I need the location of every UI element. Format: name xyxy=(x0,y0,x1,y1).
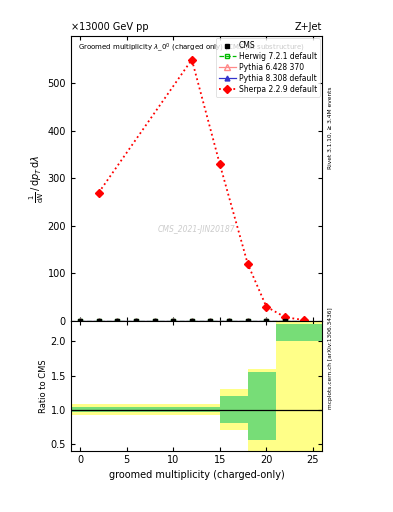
Pythia 8.308 default xyxy=(171,318,176,324)
Pythia 6.428 370 xyxy=(208,318,213,324)
Pythia 6.428 370 xyxy=(115,318,120,324)
Text: Groomed multiplicity $\lambda\_0^0$ (charged only) (CMS jet substructure): Groomed multiplicity $\lambda\_0^0$ (cha… xyxy=(78,41,305,54)
CMS xyxy=(208,318,213,324)
Line: Sherpa 2.2.9 default: Sherpa 2.2.9 default xyxy=(96,57,307,323)
Sherpa 2.2.9 default xyxy=(245,261,250,267)
Sherpa 2.2.9 default xyxy=(264,304,269,310)
Text: Rivet 3.1.10, ≥ 3.4M events: Rivet 3.1.10, ≥ 3.4M events xyxy=(328,87,333,169)
Pythia 8.308 default xyxy=(227,318,231,324)
Pythia 8.308 default xyxy=(96,318,101,324)
Pythia 6.428 370 xyxy=(227,318,231,324)
Herwig 7.2.1 default xyxy=(245,318,250,324)
Pythia 6.428 370 xyxy=(134,318,138,324)
Pythia 6.428 370 xyxy=(301,318,306,324)
Pythia 8.308 default xyxy=(189,318,194,324)
Pythia 6.428 370 xyxy=(78,318,83,324)
Pythia 8.308 default xyxy=(264,318,269,324)
Text: ×13000 GeV pp: ×13000 GeV pp xyxy=(71,22,149,32)
Legend: CMS, Herwig 7.2.1 default, Pythia 6.428 370, Pythia 8.308 default, Sherpa 2.2.9 : CMS, Herwig 7.2.1 default, Pythia 6.428 … xyxy=(216,38,320,97)
Herwig 7.2.1 default xyxy=(152,318,157,324)
CMS xyxy=(227,318,231,324)
CMS xyxy=(171,318,176,324)
CMS xyxy=(115,318,120,324)
Herwig 7.2.1 default xyxy=(189,318,194,324)
Pythia 6.428 370 xyxy=(283,318,287,324)
Text: CMS_2021-JIN20187: CMS_2021-JIN20187 xyxy=(158,225,235,234)
CMS xyxy=(283,318,287,324)
Line: Pythia 6.428 370: Pythia 6.428 370 xyxy=(77,318,307,324)
Pythia 8.308 default xyxy=(134,318,138,324)
Line: Pythia 8.308 default: Pythia 8.308 default xyxy=(78,318,306,324)
Pythia 6.428 370 xyxy=(96,318,101,324)
Pythia 6.428 370 xyxy=(189,318,194,324)
Pythia 8.308 default xyxy=(283,318,287,324)
Sherpa 2.2.9 default xyxy=(189,56,194,62)
Pythia 8.308 default xyxy=(208,318,213,324)
CMS xyxy=(134,318,138,324)
Herwig 7.2.1 default xyxy=(115,318,120,324)
Pythia 6.428 370 xyxy=(264,318,269,324)
Text: mcplots.cern.ch [arXiv:1306.3436]: mcplots.cern.ch [arXiv:1306.3436] xyxy=(328,308,333,409)
Y-axis label: $\frac{1}{\mathrm{d}N}\,/\,\mathrm{d}p_{T}\,\mathrm{d}\lambda$: $\frac{1}{\mathrm{d}N}\,/\,\mathrm{d}p_{… xyxy=(28,154,46,203)
Herwig 7.2.1 default xyxy=(264,318,269,324)
Sherpa 2.2.9 default xyxy=(301,317,306,323)
Y-axis label: Ratio to CMS: Ratio to CMS xyxy=(39,359,48,413)
Text: Z+Jet: Z+Jet xyxy=(295,22,322,32)
Herwig 7.2.1 default xyxy=(134,318,138,324)
Herwig 7.2.1 default xyxy=(227,318,231,324)
Sherpa 2.2.9 default xyxy=(217,161,222,167)
Sherpa 2.2.9 default xyxy=(283,314,287,320)
Pythia 6.428 370 xyxy=(245,318,250,324)
CMS xyxy=(78,318,83,324)
Line: Herwig 7.2.1 default: Herwig 7.2.1 default xyxy=(78,318,306,324)
Line: CMS: CMS xyxy=(78,318,287,324)
Herwig 7.2.1 default xyxy=(78,318,83,324)
CMS xyxy=(152,318,157,324)
Sherpa 2.2.9 default xyxy=(96,189,101,196)
Pythia 8.308 default xyxy=(245,318,250,324)
Pythia 8.308 default xyxy=(78,318,83,324)
Herwig 7.2.1 default xyxy=(208,318,213,324)
Herwig 7.2.1 default xyxy=(283,318,287,324)
CMS xyxy=(189,318,194,324)
Herwig 7.2.1 default xyxy=(301,318,306,324)
Herwig 7.2.1 default xyxy=(171,318,176,324)
CMS xyxy=(96,318,101,324)
Pythia 8.308 default xyxy=(152,318,157,324)
X-axis label: groomed multiplicity (charged-only): groomed multiplicity (charged-only) xyxy=(108,470,285,480)
Pythia 6.428 370 xyxy=(171,318,176,324)
Herwig 7.2.1 default xyxy=(96,318,101,324)
Pythia 6.428 370 xyxy=(152,318,157,324)
CMS xyxy=(264,318,269,324)
CMS xyxy=(245,318,250,324)
Pythia 8.308 default xyxy=(301,318,306,324)
Pythia 8.308 default xyxy=(115,318,120,324)
